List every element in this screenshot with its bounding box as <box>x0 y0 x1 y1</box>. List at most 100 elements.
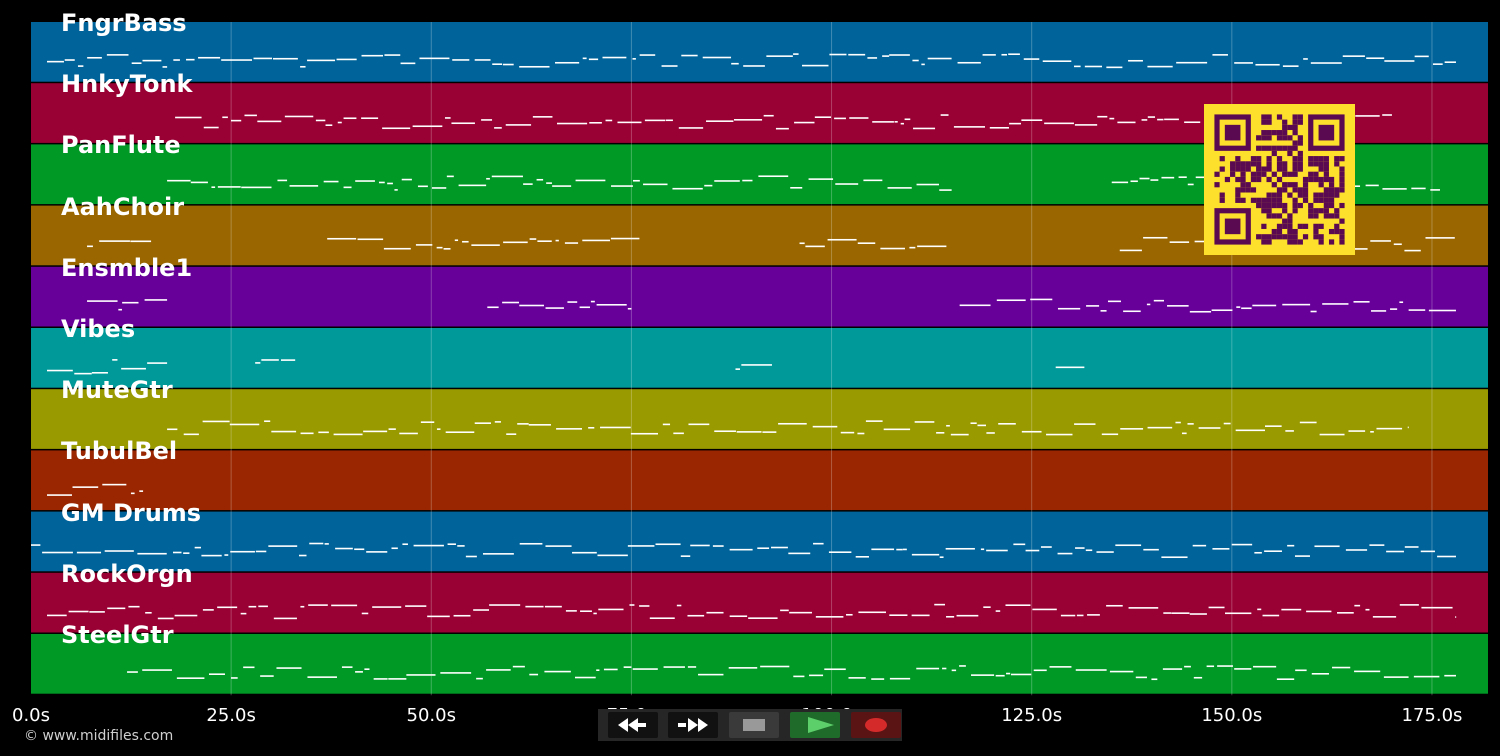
note <box>1354 670 1381 673</box>
note <box>1055 366 1085 369</box>
qr-module <box>1292 145 1298 151</box>
note <box>1150 179 1159 181</box>
note <box>489 604 521 606</box>
note <box>506 433 517 435</box>
note <box>1085 549 1093 552</box>
note <box>491 175 523 178</box>
note <box>268 545 298 547</box>
note <box>157 617 174 620</box>
play-button[interactable] <box>790 712 840 738</box>
note <box>229 423 260 426</box>
note <box>77 65 84 67</box>
note <box>343 186 352 189</box>
qr-module <box>1250 156 1257 162</box>
note <box>190 181 208 184</box>
qr-module <box>1240 182 1246 188</box>
note <box>89 611 105 613</box>
note <box>1164 118 1179 121</box>
record-button[interactable] <box>851 712 901 738</box>
qr-module <box>1261 166 1267 172</box>
note <box>1005 604 1031 607</box>
qr-module <box>1308 171 1314 177</box>
note <box>1044 122 1074 125</box>
note <box>593 612 597 615</box>
note <box>363 430 388 433</box>
qr-module <box>1276 135 1283 141</box>
note <box>544 605 562 608</box>
note <box>1032 608 1057 611</box>
note <box>1342 55 1365 57</box>
note <box>336 58 357 61</box>
qr-module <box>1261 197 1267 203</box>
note <box>1184 665 1191 668</box>
qr-module <box>1302 234 1309 240</box>
note <box>1030 298 1053 301</box>
note <box>995 674 1005 677</box>
note <box>436 428 441 430</box>
qr-module <box>1219 197 1225 203</box>
note <box>1285 430 1294 432</box>
note <box>1407 426 1409 429</box>
qr-module <box>1308 156 1314 162</box>
note <box>959 665 966 667</box>
qr-module <box>1313 223 1319 229</box>
note <box>904 118 911 121</box>
time-tick-label: 150.0s <box>1201 705 1263 726</box>
note <box>361 54 384 57</box>
qr-module <box>1271 234 1277 240</box>
note <box>494 127 502 129</box>
note <box>276 667 302 669</box>
note <box>942 667 947 670</box>
note <box>99 240 130 242</box>
note <box>451 122 475 125</box>
note <box>639 605 650 607</box>
note <box>528 424 551 426</box>
note <box>1252 304 1277 307</box>
note <box>1225 612 1252 615</box>
qr-module <box>1282 161 1288 167</box>
note <box>829 53 847 56</box>
qr-module <box>1224 176 1231 183</box>
qr-module <box>1313 213 1319 219</box>
fast-forward-button[interactable] <box>668 712 718 738</box>
qr-module <box>1318 239 1324 245</box>
note <box>1147 65 1173 68</box>
note <box>519 65 550 68</box>
qr-module <box>1266 119 1272 125</box>
note <box>951 669 957 672</box>
note <box>289 185 319 187</box>
qr-module <box>1292 140 1298 146</box>
note <box>741 364 772 366</box>
note <box>996 299 1026 302</box>
note <box>406 674 436 676</box>
note <box>611 185 633 187</box>
stop-button[interactable] <box>729 712 779 738</box>
note <box>1223 422 1231 425</box>
qr-module <box>1276 202 1283 209</box>
note <box>130 492 135 495</box>
note <box>474 59 491 61</box>
note <box>457 545 465 547</box>
note <box>887 187 912 189</box>
note <box>567 301 578 303</box>
note <box>454 239 459 242</box>
note <box>525 605 544 608</box>
note <box>940 114 949 116</box>
qr-module <box>1282 130 1288 136</box>
note <box>399 432 418 435</box>
note <box>47 369 73 372</box>
note <box>355 180 375 182</box>
qr-module <box>1334 161 1340 167</box>
note <box>1163 612 1171 614</box>
qr-module <box>1271 171 1277 177</box>
note <box>1100 310 1107 312</box>
note <box>394 189 398 191</box>
note <box>1235 429 1265 432</box>
qr-module <box>1219 166 1225 172</box>
rewind-button[interactable] <box>608 712 658 738</box>
qr-module <box>1328 187 1335 193</box>
note <box>127 671 138 673</box>
track-lane <box>31 389 1488 449</box>
note <box>427 615 450 618</box>
note <box>590 300 595 303</box>
